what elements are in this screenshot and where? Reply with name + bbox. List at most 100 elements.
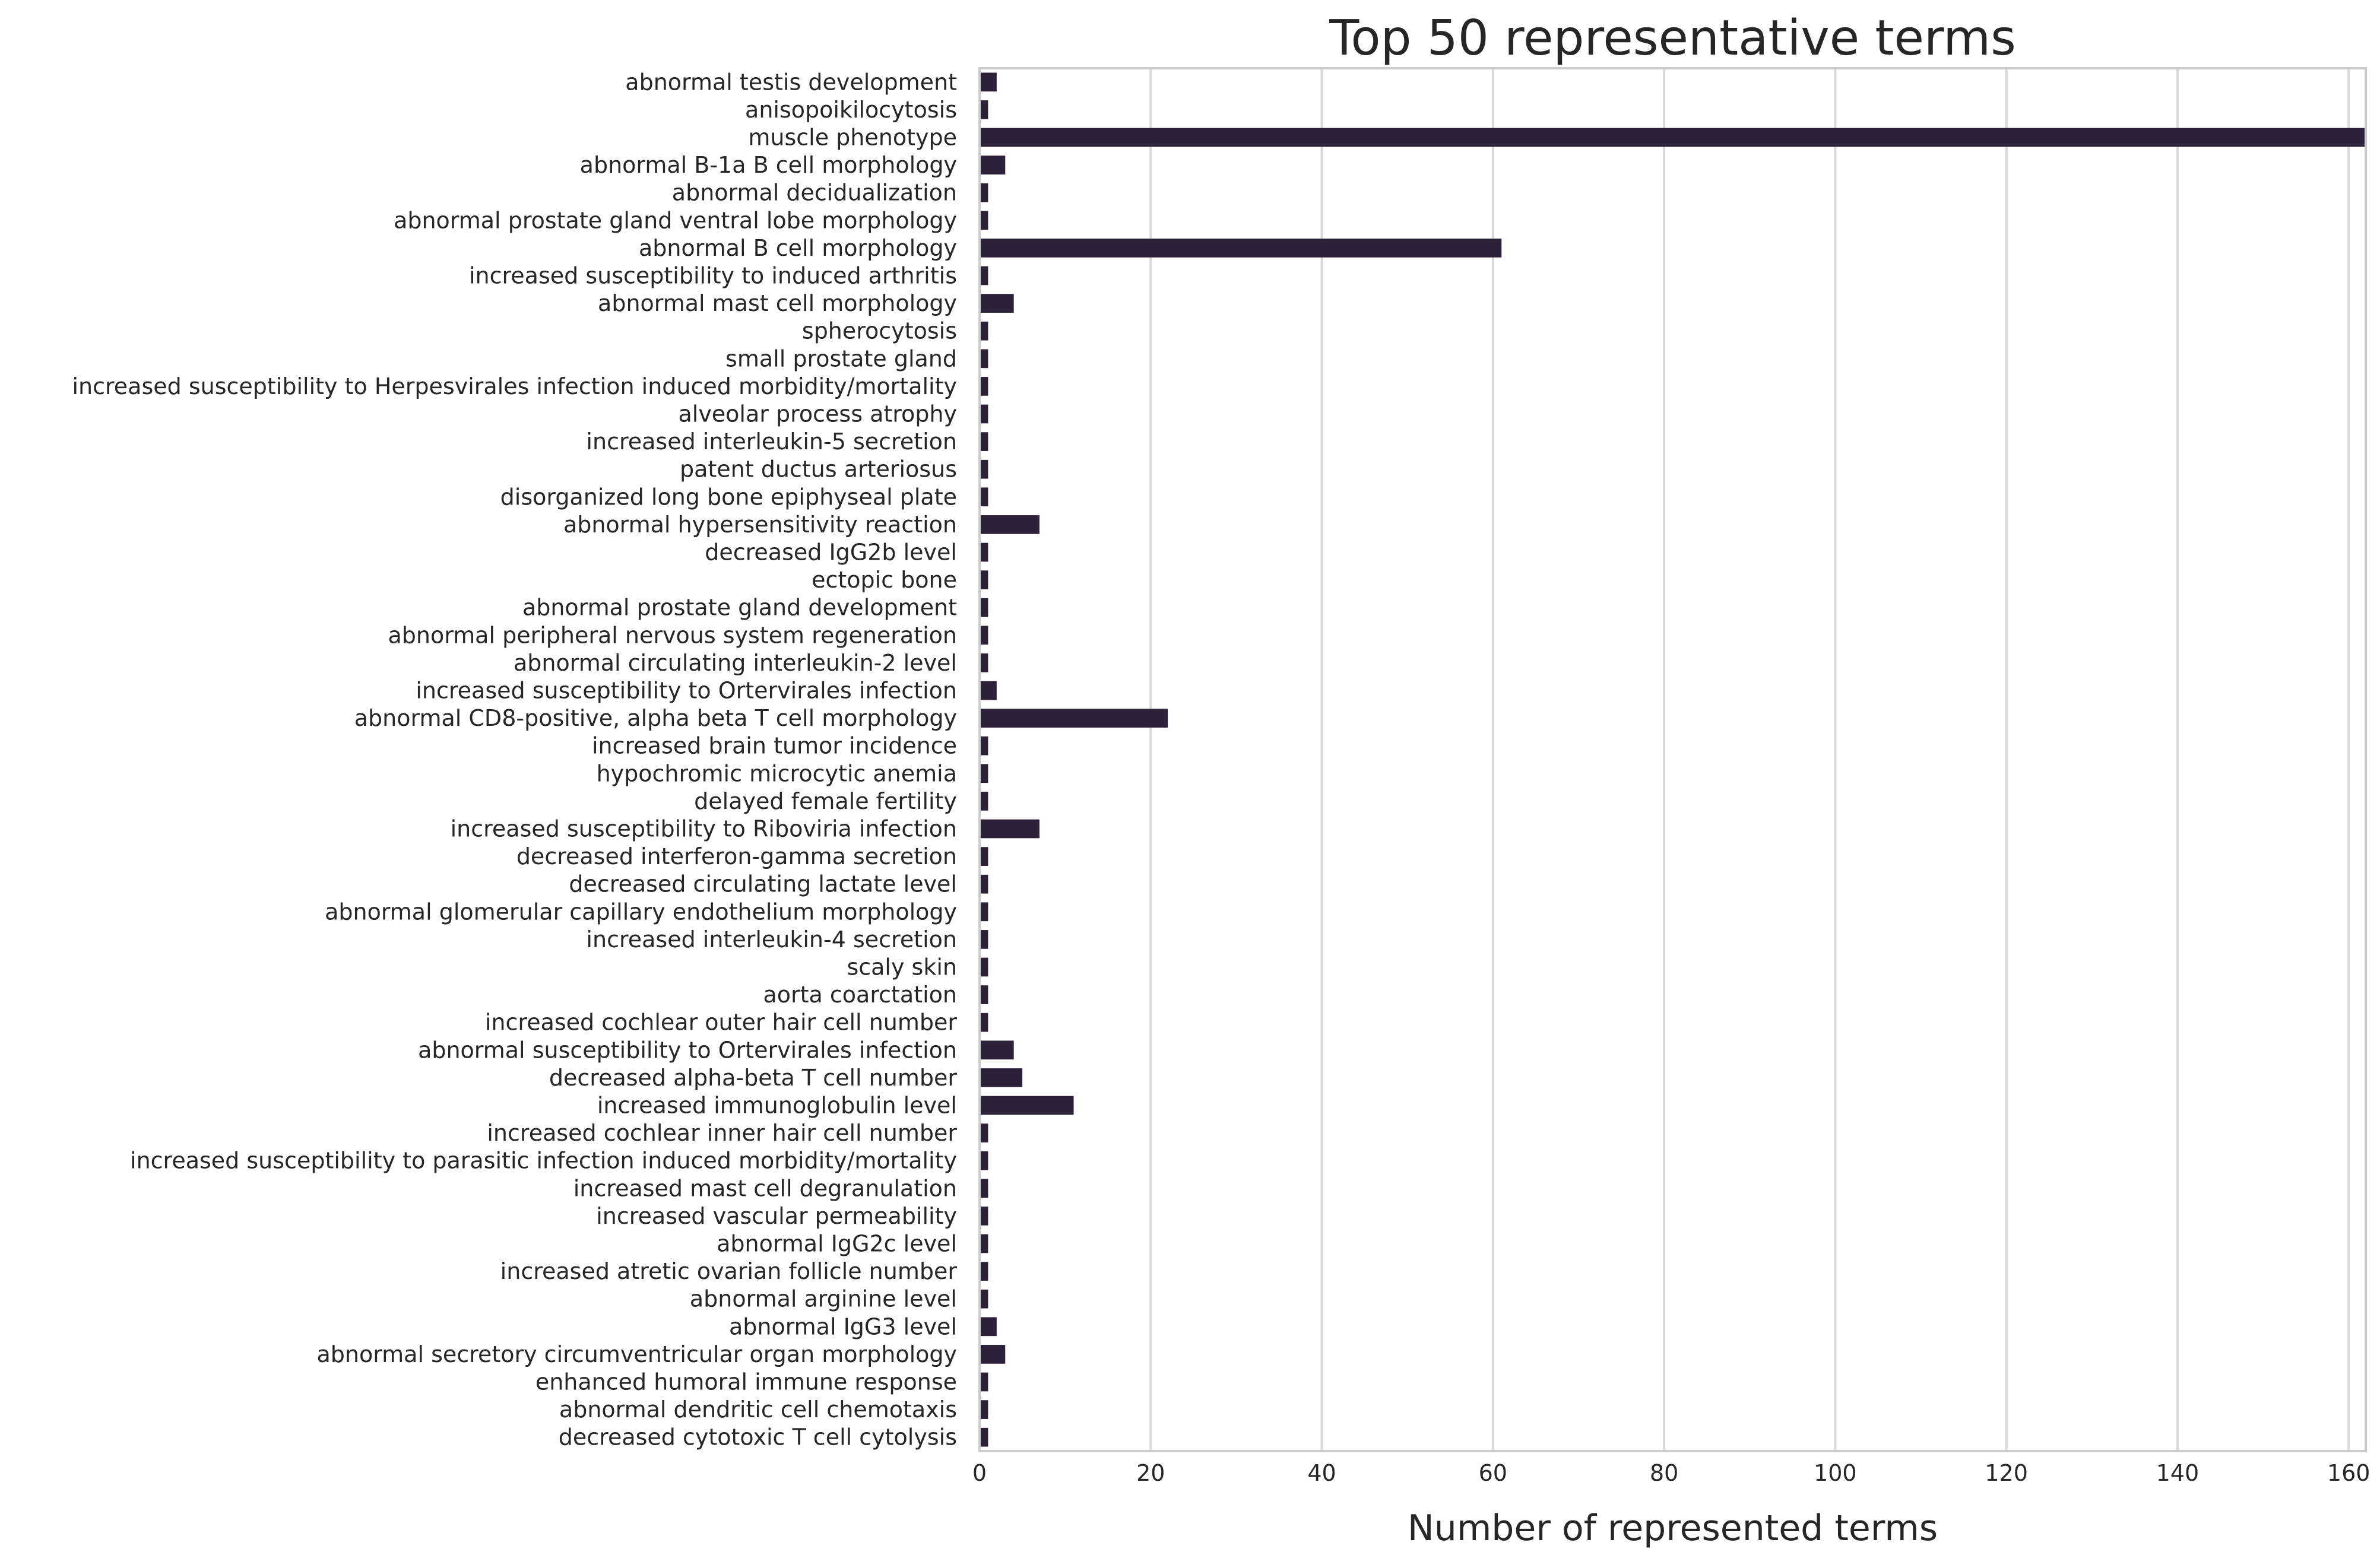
- category-label: increased mast cell degranulation: [573, 1175, 957, 1201]
- bar: [980, 1345, 1006, 1364]
- category-label: abnormal decidualization: [672, 180, 957, 206]
- category-label: increased susceptibility to induced arth…: [469, 263, 957, 289]
- category-label: abnormal CD8-positive, alpha beta T cell…: [354, 705, 957, 731]
- category-label: alveolar process atrophy: [678, 401, 957, 427]
- bar: [980, 515, 1040, 534]
- bar: [980, 1123, 988, 1142]
- bar: [980, 626, 988, 645]
- bar: [980, 874, 988, 894]
- category-label: abnormal glomerular capillary endotheliu…: [325, 899, 957, 925]
- category-label: aorta coarctation: [763, 982, 957, 1008]
- category-label: hypochromic microcytic anemia: [597, 760, 957, 786]
- x-tick-label: 140: [2156, 1460, 2200, 1486]
- category-label: abnormal dendritic cell chemotaxis: [559, 1396, 957, 1423]
- bar: [980, 1207, 988, 1226]
- category-label: increased susceptibility to Herpesvirale…: [72, 373, 957, 399]
- bar: [980, 100, 988, 119]
- category-label: increased interleukin-5 secretion: [586, 428, 957, 455]
- bar: [980, 128, 2366, 147]
- bar: [980, 321, 988, 341]
- bar: [980, 930, 988, 949]
- category-label: decreased alpha-beta T cell number: [549, 1065, 957, 1091]
- category-label: abnormal B cell morphology: [639, 235, 957, 261]
- category-label: abnormal testis development: [625, 69, 957, 95]
- category-label: disorganized long bone epiphyseal plate: [500, 484, 957, 510]
- bar: [980, 709, 1168, 728]
- x-tick-label: 20: [1136, 1460, 1165, 1486]
- category-label: increased brain tumor incidence: [592, 733, 957, 759]
- bar: [980, 294, 1014, 313]
- bar: [980, 1096, 1074, 1115]
- bar: [980, 155, 1006, 174]
- bar: [980, 598, 988, 617]
- bar: [980, 957, 988, 977]
- bar: [980, 985, 988, 1004]
- category-label: abnormal peripheral nervous system regen…: [388, 622, 957, 648]
- category-label: increased susceptibility to Riboviria in…: [451, 816, 957, 842]
- bar: [980, 1427, 988, 1447]
- bar: [980, 1262, 988, 1281]
- category-label: increased susceptibility to parasitic in…: [130, 1148, 957, 1174]
- bar: [980, 847, 988, 866]
- grid-layer: [978, 68, 2350, 1451]
- bar: [980, 1012, 988, 1032]
- bar: [980, 377, 988, 396]
- category-label: increased cochlear inner hair cell numbe…: [487, 1120, 957, 1146]
- bar: [980, 1151, 988, 1170]
- category-label: ectopic bone: [812, 567, 957, 593]
- bar: [980, 902, 988, 922]
- category-label: decreased circulating lactate level: [569, 871, 957, 897]
- category-label: enhanced humoral immune response: [535, 1369, 957, 1395]
- bar: [980, 487, 988, 507]
- chart-title: Top 50 representative terms: [1329, 10, 2016, 66]
- bar: [980, 183, 988, 202]
- bar: [980, 653, 988, 672]
- category-label: abnormal hypersensitivity reaction: [563, 512, 957, 538]
- category-label: increased atretic ovarian follicle numbe…: [500, 1258, 958, 1284]
- category-label: decreased interferon-gamma secretion: [516, 843, 957, 869]
- category-label: abnormal IgG2c level: [717, 1231, 957, 1257]
- category-labels: abnormal testis developmentanisopoikiloc…: [72, 69, 957, 1450]
- x-tick-label: 80: [1650, 1460, 1678, 1486]
- category-label: increased interleukin-4 secretion: [586, 926, 957, 953]
- bar: [980, 1068, 1023, 1087]
- x-tick-labels: 0 20 40 60 80 100 120 140 160: [972, 1460, 2371, 1486]
- bar: [980, 211, 988, 230]
- category-label: patent ductus arteriosus: [680, 456, 957, 483]
- bar: [980, 570, 988, 589]
- category-label: scaly skin: [847, 954, 957, 980]
- category-label: increased susceptibility to Ortervirales…: [416, 678, 957, 704]
- bar: [980, 349, 988, 369]
- category-label: spherocytosis: [802, 318, 957, 344]
- category-label: delayed female fertility: [694, 788, 957, 814]
- category-label: abnormal arginine level: [690, 1286, 957, 1312]
- category-label: muscle phenotype: [748, 125, 957, 151]
- bar: [980, 1317, 997, 1337]
- bar: [980, 819, 1040, 839]
- bar: [980, 404, 988, 424]
- bar: [980, 1372, 988, 1392]
- bar: [980, 266, 988, 285]
- bar: [980, 1234, 988, 1253]
- category-label: abnormal B-1a B cell morphology: [580, 152, 957, 178]
- bar: [980, 681, 997, 700]
- category-label: abnormal IgG3 level: [729, 1313, 957, 1339]
- bar: [980, 542, 988, 562]
- category-label: abnormal secretory circumventricular org…: [316, 1341, 957, 1367]
- bar: [980, 1289, 988, 1309]
- bar: [980, 1040, 1014, 1060]
- category-label: increased cochlear outer hair cell numbe…: [485, 1010, 958, 1036]
- x-axis-label: Number of represented terms: [1408, 1507, 1938, 1549]
- category-label: abnormal prostate gland ventral lobe mor…: [394, 207, 957, 233]
- bar: [980, 1400, 988, 1419]
- x-tick-label: 0: [972, 1460, 987, 1486]
- category-label: abnormal circulating interleukin-2 level: [514, 650, 957, 676]
- category-label: decreased IgG2b level: [705, 539, 957, 566]
- category-label: abnormal mast cell morphology: [598, 290, 957, 316]
- plot-frame: [978, 67, 2367, 1452]
- bar: [980, 764, 988, 783]
- category-label: abnormal prostate gland development: [522, 595, 957, 621]
- bar: [980, 1179, 988, 1198]
- x-tick-label: 160: [2327, 1460, 2371, 1486]
